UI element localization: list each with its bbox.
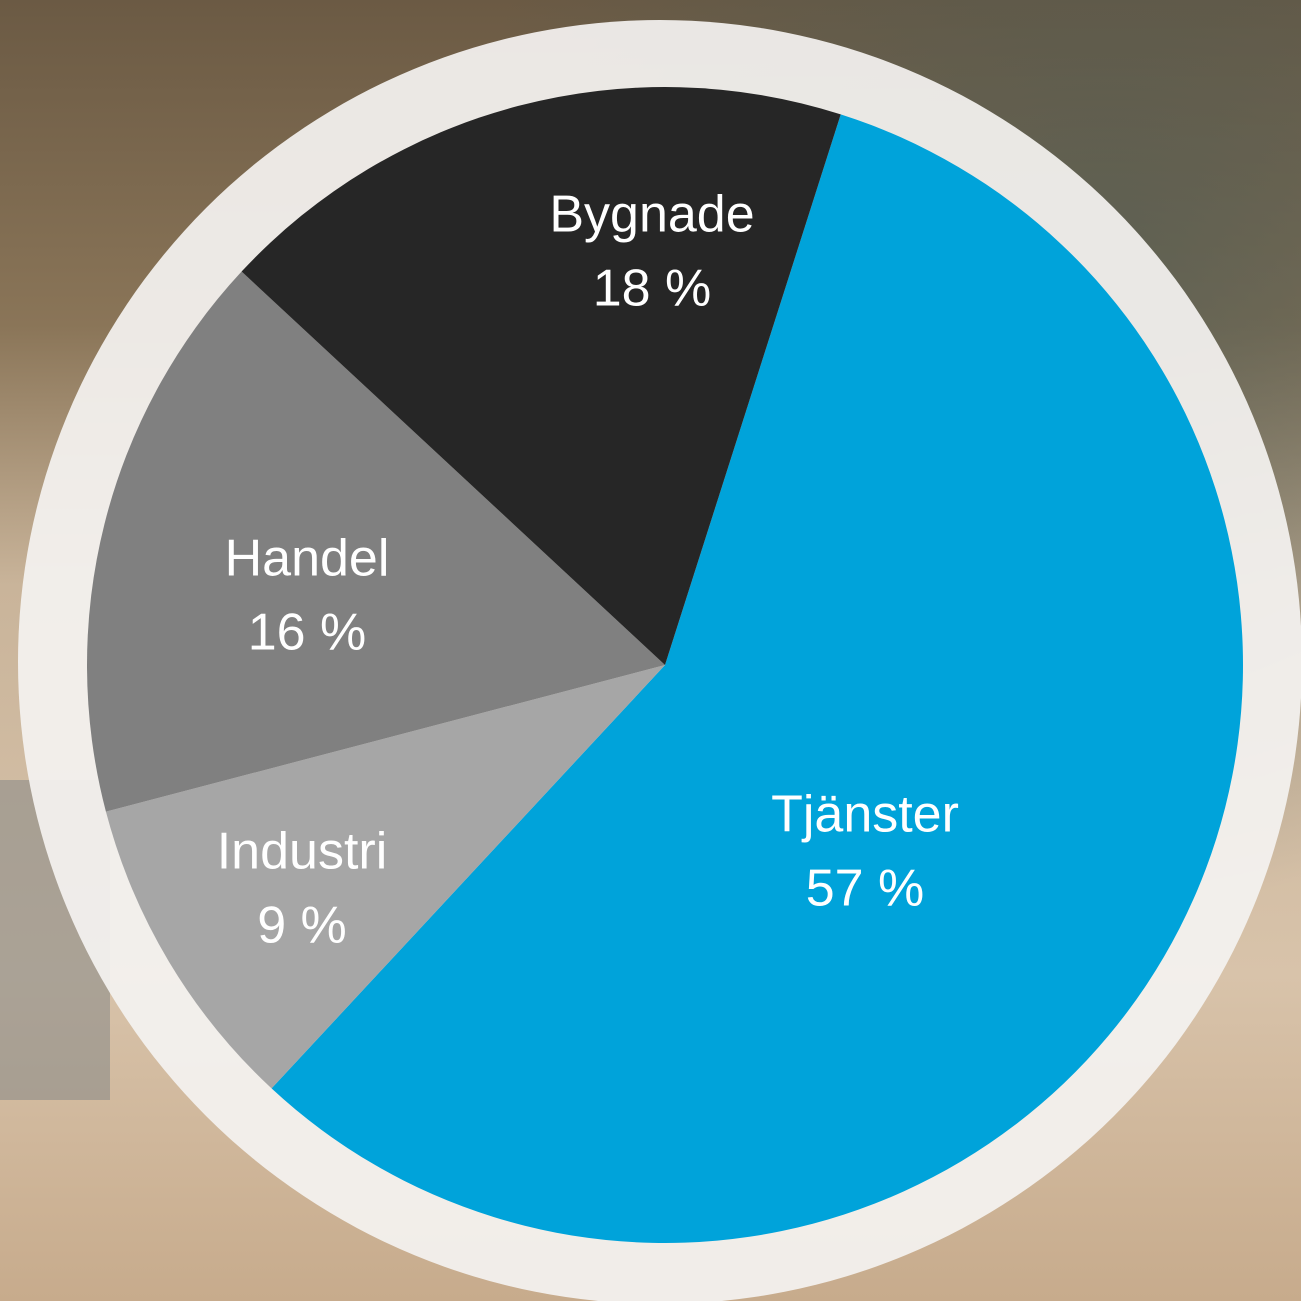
value-label: 18 %	[593, 260, 712, 318]
value-label: 16 %	[248, 604, 367, 662]
chart: Tjänster 57 % Industri 9 % Handel 16 % Bygnade…	[0, 0, 1301, 1301]
value-label: 57 %	[806, 860, 925, 918]
slice-label: Industri	[217, 823, 388, 881]
slice-label: Tjänster	[771, 786, 959, 844]
slice-label: Handel	[225, 530, 390, 588]
value-label: 9 %	[257, 897, 347, 955]
page: Tjänster 57 % Industri 9 % Handel 16 % Bygnade…	[0, 0, 1301, 1301]
slice-label: Bygnade	[549, 186, 754, 244]
